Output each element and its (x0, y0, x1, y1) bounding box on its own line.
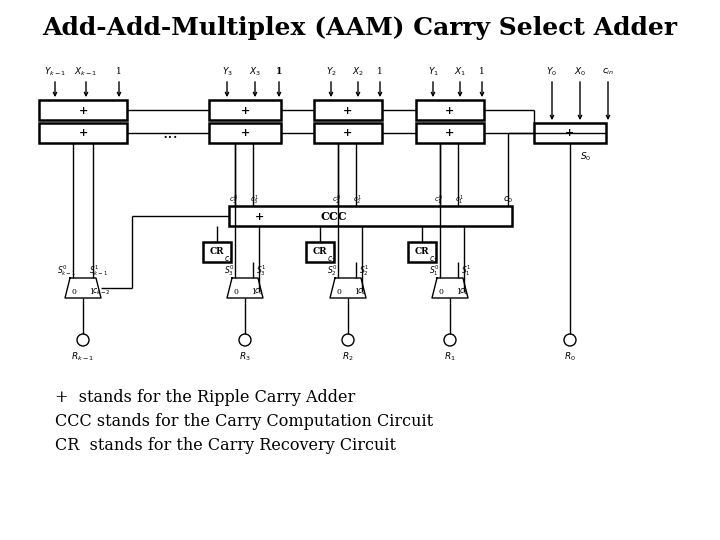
Text: $S^0_{k-1}$: $S^0_{k-1}$ (58, 264, 76, 279)
Text: $c_1$: $c_1$ (429, 255, 438, 265)
Text: $c_{in}$: $c_{in}$ (602, 67, 614, 77)
Text: $c_2$: $c_2$ (328, 255, 336, 265)
Text: $S_0$: $S_0$ (580, 151, 592, 163)
Bar (39, 123, 127, 143)
Text: +: + (446, 127, 454, 138)
Bar (416, 100, 484, 120)
Text: CCC stands for the Carry Computation Circuit: CCC stands for the Carry Computation Cir… (55, 414, 433, 430)
Text: $Y_{k-1}$: $Y_{k-1}$ (44, 66, 66, 78)
Text: Add-Add-Multiplex (AAM) Carry Select Adder: Add-Add-Multiplex (AAM) Carry Select Add… (42, 16, 678, 40)
Text: 1: 1 (479, 68, 485, 77)
Text: 0: 0 (336, 288, 341, 296)
Text: $c_1$: $c_1$ (459, 287, 469, 297)
Text: CR: CR (210, 247, 224, 256)
Text: $S^1_3$: $S^1_3$ (256, 264, 266, 279)
Text: +  stands for the Ripple Carry Adder: + stands for the Ripple Carry Adder (55, 389, 355, 407)
Text: +: + (343, 127, 353, 138)
Text: 1: 1 (377, 68, 383, 77)
Text: +: + (446, 105, 454, 116)
Text: $c_{k-2}$: $c_{k-2}$ (91, 287, 110, 297)
Text: 1: 1 (89, 288, 94, 296)
Text: $S^1_2$: $S^1_2$ (359, 264, 369, 279)
Text: 1: 1 (116, 68, 122, 77)
Text: +: + (240, 105, 250, 116)
Text: +: + (343, 105, 353, 116)
Bar (229, 206, 512, 226)
Text: $S^0_1$: $S^0_1$ (428, 264, 439, 279)
Text: CR: CR (312, 247, 328, 256)
Bar (534, 123, 606, 143)
Text: $R_1$: $R_1$ (444, 351, 456, 363)
Bar (314, 123, 382, 143)
Text: $Y_0$: $Y_0$ (546, 66, 557, 78)
Text: $X_2$: $X_2$ (352, 66, 364, 78)
Text: $Y_1$: $Y_1$ (428, 66, 438, 78)
Bar (306, 242, 334, 262)
Text: 0: 0 (438, 288, 444, 296)
Text: 1: 1 (251, 288, 256, 296)
Bar (39, 100, 127, 120)
Text: $c_3$: $c_3$ (225, 255, 233, 265)
Text: +: + (78, 127, 88, 138)
Text: $R_3$: $R_3$ (239, 351, 251, 363)
Text: $X_{k-1}$: $X_{k-1}$ (74, 66, 98, 78)
Text: $S^0_2$: $S^0_2$ (327, 264, 338, 279)
Text: $R_0$: $R_0$ (564, 351, 576, 363)
Bar (416, 123, 484, 143)
Bar (408, 242, 436, 262)
Text: $Y_2$: $Y_2$ (325, 66, 336, 78)
Text: $S^1_{k-1}$: $S^1_{k-1}$ (89, 264, 109, 279)
Text: ...: ... (162, 125, 178, 141)
Text: CR  stands for the Carry Recovery Circuit: CR stands for the Carry Recovery Circuit (55, 437, 396, 455)
Bar (209, 100, 281, 120)
Text: $S^1_1$: $S^1_1$ (461, 264, 471, 279)
Text: 1: 1 (276, 68, 282, 77)
Text: $R_{k-1}$: $R_{k-1}$ (71, 351, 94, 363)
Text: $c_1^0$: $c_1^0$ (434, 193, 444, 207)
Text: $Y_3$: $Y_3$ (222, 66, 233, 78)
Text: $c_3^0$: $c_3^0$ (230, 193, 238, 207)
Text: $c_2$: $c_2$ (357, 287, 366, 297)
Text: $X_0$: $X_0$ (574, 66, 586, 78)
Text: $c_2^1$: $c_2^1$ (353, 193, 361, 207)
Text: $X_3$: $X_3$ (249, 66, 261, 78)
Text: $c_3^1$: $c_3^1$ (250, 193, 258, 207)
Text: $S^0_3$: $S^0_3$ (224, 264, 234, 279)
Text: CCC: CCC (320, 211, 347, 221)
Text: $c_0$: $c_0$ (503, 195, 513, 205)
Text: $c_2^0$: $c_2^0$ (333, 193, 341, 207)
Text: CR: CR (415, 247, 429, 256)
Text: $X_1$: $X_1$ (454, 66, 466, 78)
Text: $c_1^1$: $c_1^1$ (454, 193, 464, 207)
Bar (209, 123, 281, 143)
Text: $c_3$: $c_3$ (254, 287, 264, 297)
Text: 1: 1 (354, 288, 359, 296)
Text: +: + (565, 127, 575, 138)
Text: +: + (254, 211, 264, 221)
Text: $R_2$: $R_2$ (342, 351, 354, 363)
Bar (203, 242, 231, 262)
Text: +: + (78, 105, 88, 116)
Text: +: + (240, 127, 250, 138)
Bar (314, 100, 382, 120)
Text: 0: 0 (233, 288, 238, 296)
Text: 1: 1 (456, 288, 462, 296)
Text: 0: 0 (71, 288, 76, 296)
